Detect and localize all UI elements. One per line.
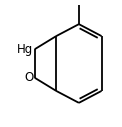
Text: O: O bbox=[24, 71, 34, 84]
Text: Hg: Hg bbox=[17, 43, 34, 56]
